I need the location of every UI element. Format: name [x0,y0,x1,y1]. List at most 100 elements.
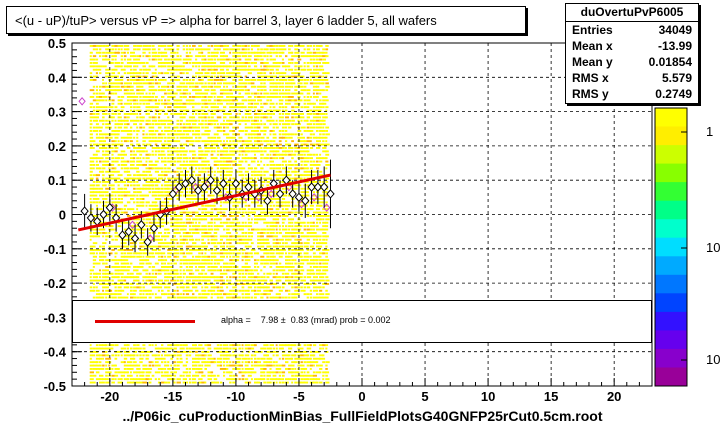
density-cell [170,160,174,163]
density-cell [257,364,261,367]
density-cell [201,262,206,265]
density-cell [92,130,97,132]
density-cell [108,89,112,92]
density-cell [241,198,246,200]
density-cell [123,269,128,272]
density-cell [95,72,98,75]
density-cell [263,133,267,136]
density-cell [92,215,97,217]
density-cell [281,347,284,350]
density-cell [216,296,220,299]
density-cell [139,92,144,95]
density-cell [250,276,254,279]
density-cell [275,85,279,88]
density-cell [114,82,118,85]
density-cell [95,296,101,299]
density-cell [99,361,102,364]
density-cell [250,344,256,347]
density-cell [232,354,236,357]
density-cell [275,68,279,71]
density-cell [219,218,222,221]
density-cell [192,157,195,160]
density-cell [195,184,198,187]
density-cell [145,187,150,190]
density-cell [120,85,125,88]
density-cell [238,123,242,126]
density-cell [226,368,229,370]
density-cell [185,286,190,289]
density-cell [213,232,218,234]
density-cell [130,296,135,299]
density-cell [176,160,180,163]
density-cell [198,130,201,132]
density-cell [92,361,98,364]
density-cell [142,211,147,214]
density-cell [241,296,245,299]
density-cell [223,48,227,51]
density-cell [219,160,223,163]
density-cell [130,255,134,258]
density-cell [176,102,181,105]
density-cell [120,361,126,364]
density-cell [260,157,263,160]
density-cell [195,364,198,367]
density-cell [260,136,265,139]
density-cell [148,48,151,51]
density-cell [176,364,180,367]
density-cell [130,136,133,139]
density-cell [185,72,189,75]
density-cell [238,65,243,68]
density-cell [114,126,117,129]
density-cell [188,136,193,139]
density-cell [204,276,208,279]
density-cell [278,116,282,119]
density-cell [229,242,232,245]
density-cell [164,245,169,248]
density-cell [176,65,180,68]
density-cell [250,218,253,221]
density-cell [123,160,128,163]
density-cell [130,364,134,367]
density-cell [176,378,181,381]
density-cell [157,123,161,126]
density-cell [167,252,171,255]
density-cell [173,259,176,262]
density-cell [133,45,137,47]
density-cell [192,164,196,166]
density-cell [164,130,169,132]
density-cell [179,160,182,163]
density-cell [247,228,251,231]
density-cell [247,82,252,85]
density-cell [130,113,134,115]
density-cell [154,361,159,364]
density-cell [257,198,262,200]
density-band [89,45,330,384]
density-cell [133,191,137,194]
density-cell [185,150,188,153]
density-cell [157,136,161,139]
density-cell [238,296,241,299]
density-cell [232,283,235,285]
density-cell [247,55,252,58]
density-cell [266,48,269,51]
density-cell [269,198,274,200]
density-cell [198,238,201,241]
density-cell [108,167,111,170]
density-cell [232,143,237,146]
density-cell [170,276,173,279]
density-cell [105,133,110,136]
density-cell [235,119,240,122]
density-cell [154,184,159,187]
density-cell [192,218,196,221]
density-cell [173,113,178,115]
density-cell [266,283,270,285]
density-cell [179,109,183,112]
density-cell [232,215,235,217]
density-cell [269,96,274,98]
density-cell [148,184,154,187]
density-cell [161,187,164,190]
density-cell [285,85,289,88]
density-cell [95,89,98,92]
density-cell [102,286,106,289]
density-cell [281,211,286,214]
